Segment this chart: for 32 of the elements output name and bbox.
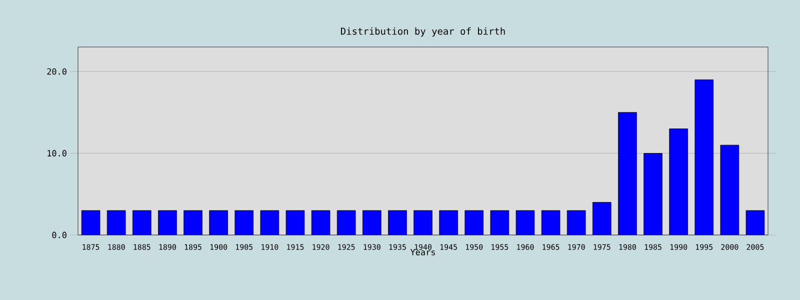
bar (516, 210, 534, 235)
bar (184, 210, 202, 235)
bar (720, 145, 739, 235)
bar (388, 210, 407, 235)
bar (107, 210, 126, 235)
bar (592, 202, 612, 235)
bar (260, 210, 279, 235)
bar (618, 112, 637, 235)
bar (746, 210, 765, 235)
y-tick-label: 0.0 (52, 232, 66, 238)
bar (362, 210, 382, 235)
chart-title: Distribution by year of birth (341, 27, 505, 37)
bar (414, 210, 432, 235)
y-tick-label: 10.0 (48, 150, 66, 156)
bar (82, 210, 100, 235)
y-tick-label: 20.0 (47, 68, 66, 75)
bar (337, 210, 356, 235)
bar (464, 210, 484, 235)
bar (234, 210, 254, 235)
bar (439, 210, 458, 235)
bar (209, 210, 228, 235)
bar (542, 210, 560, 235)
bar (644, 153, 662, 235)
bar (567, 210, 586, 235)
bar (312, 210, 330, 235)
bar (669, 128, 688, 235)
bar (286, 210, 304, 235)
bar (132, 210, 152, 235)
bar (694, 80, 714, 235)
bar (490, 210, 509, 235)
bar (158, 210, 177, 235)
x-axis-title: Years (410, 249, 435, 256)
